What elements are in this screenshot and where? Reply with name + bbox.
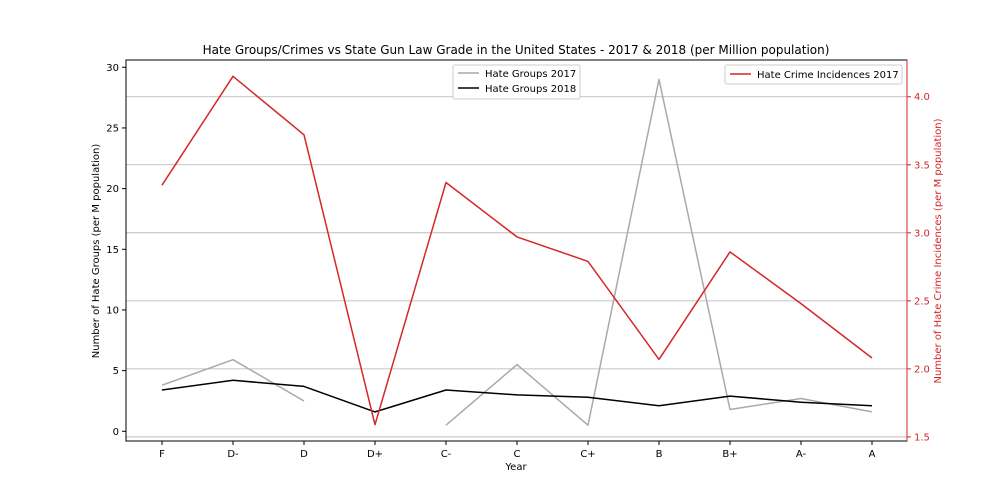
x-tick-label: D <box>300 449 308 460</box>
series-line-hate-crime-incidences-2017 <box>161 75 873 426</box>
x-tick-label: D- <box>227 449 239 460</box>
y-left-tick-label: 20 <box>106 184 119 195</box>
y-right-tick-label: 3.0 <box>914 228 930 239</box>
legend-label-hate-groups-2017: Hate Groups 2017 <box>485 69 576 80</box>
y-axis-left: 0 5 10 15 20 25 30 <box>106 63 126 438</box>
x-axis-label: Year <box>504 462 527 473</box>
y-right-tick-label: 3.5 <box>914 160 930 171</box>
series-line-hate-groups-2018 <box>161 379 873 413</box>
legend-label-hate-crime-2017: Hate Crime Incidences 2017 <box>757 70 899 81</box>
x-tick-label: F <box>159 449 165 460</box>
gridlines <box>126 96 907 438</box>
chart-title: Hate Groups/Crimes vs State Gun Law Grad… <box>203 43 830 57</box>
y-axis-left-label: Number of Hate Groups (per M population) <box>91 144 102 359</box>
plot-frame <box>125 59 908 442</box>
y-left-tick-label: 30 <box>106 63 119 74</box>
y-axis-right: 1.5 2.0 2.5 3.0 3.5 4.0 <box>906 60 930 443</box>
series-line-hate-groups-2017 <box>445 78 873 426</box>
x-axis: F D- D D+ C- C C+ B B+ A- A <box>159 441 876 460</box>
x-tick-label: C- <box>441 449 452 460</box>
y-right-tick-label: 4.0 <box>914 92 930 103</box>
x-tick-label: C <box>514 449 521 460</box>
x-tick-label: D+ <box>367 449 383 460</box>
x-tick-label: A <box>869 449 876 460</box>
y-left-tick-label: 15 <box>106 245 119 256</box>
legend-label-hate-groups-2018: Hate Groups 2018 <box>485 84 576 95</box>
y-left-tick-label: 5 <box>113 366 119 377</box>
y-right-tick-label: 1.5 <box>914 432 930 443</box>
x-tick-label: C+ <box>580 449 595 460</box>
legend-hate-groups: Hate Groups 2017 Hate Groups 2018 <box>452 64 581 100</box>
y-right-tick-label: 2.0 <box>914 364 930 375</box>
legend-hate-crimes: Hate Crime Incidences 2017 <box>724 64 903 85</box>
x-tick-label: A- <box>796 449 807 460</box>
series-line-hate-groups-2017 <box>161 358 305 402</box>
y-right-tick-label: 2.5 <box>914 296 930 307</box>
y-axis-right-label: Number of Hate Crime Incidences (per M p… <box>933 118 944 383</box>
y-left-tick-label: 25 <box>106 123 119 134</box>
x-tick-label: B+ <box>722 449 737 460</box>
y-left-tick-label: 0 <box>113 427 119 438</box>
x-tick-label: B <box>656 449 663 460</box>
series-lines <box>161 75 873 426</box>
y-left-tick-label: 10 <box>106 305 119 316</box>
